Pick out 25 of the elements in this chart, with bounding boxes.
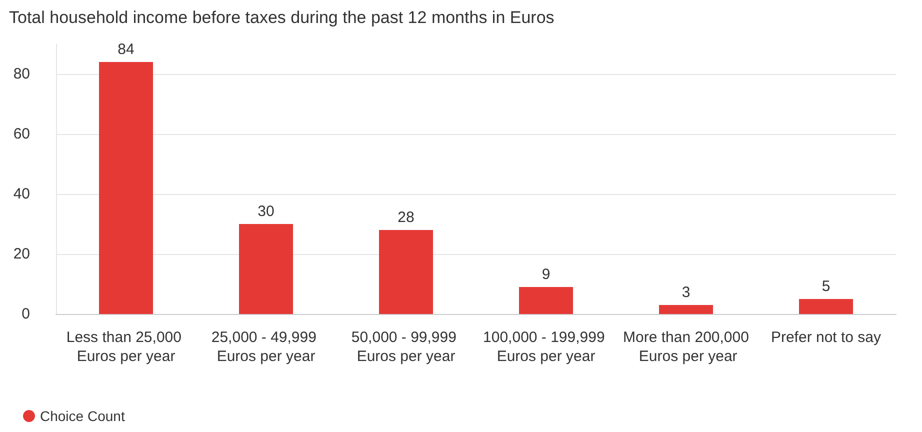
x-tick-label: More than 200,000 Euros per year	[623, 329, 749, 365]
y-tick-label: 40	[13, 186, 30, 202]
x-tick-label: Less than 25,000 Euros per year	[66, 329, 186, 365]
bar	[239, 224, 293, 314]
y-tick-label: 60	[13, 126, 30, 142]
x-tick-label: 25,000 - 49,999 Euros per year	[211, 329, 321, 365]
x-tick-label: 50,000 - 99,999 Euros per year	[351, 329, 461, 365]
data-label: 3	[682, 284, 690, 301]
y-tick-label: 20	[13, 246, 30, 262]
bar	[99, 62, 153, 314]
x-tick-label: Prefer not to say	[770, 329, 882, 346]
bar	[379, 230, 433, 314]
chart-title: Total household income before taxes during the past 12 months in Euros	[9, 8, 554, 27]
bar	[799, 299, 853, 314]
bar	[659, 305, 713, 314]
data-label: 5	[822, 278, 830, 295]
y-tick-label: 0	[22, 306, 30, 322]
data-label: 9	[542, 266, 550, 283]
x-tick-label: 100,000 - 199,999 Euros per year	[483, 329, 609, 365]
data-label: 30	[258, 203, 274, 220]
bar	[519, 287, 573, 314]
data-label: 84	[118, 41, 134, 58]
legend-label: Choice Count	[40, 408, 125, 424]
y-tick-label: 80	[13, 66, 30, 82]
data-label: 28	[398, 209, 414, 226]
